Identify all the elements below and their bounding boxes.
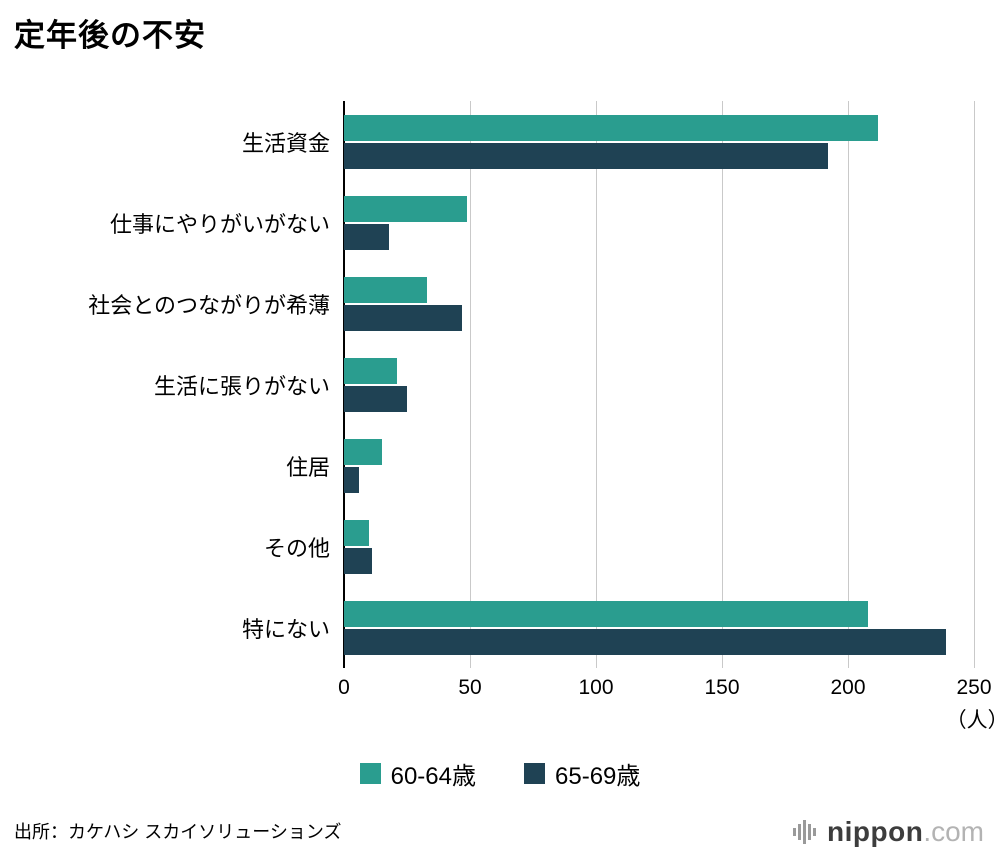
bar-chart: 生活資金仕事にやりがいがない社会とのつながりが希薄生活に張りがない住居その他特に… [14,101,975,668]
chart-row: 生活に張りがない [14,344,974,425]
legend-item: 65-69歳 [524,756,640,791]
bar-65-69歳 [344,223,390,250]
x-tick-label: 150 [704,676,740,699]
legend-swatch [359,763,381,784]
bar-60-64歳 [344,600,869,627]
bar-group [344,344,974,425]
bar-60-64歳 [344,438,382,465]
category-label: 特にない [241,616,330,642]
gridline [848,101,849,668]
logo-suffix: .com [923,816,984,847]
bar-65-69歳 [344,304,463,331]
bar-65-69歳 [344,385,407,412]
gridlines [343,101,975,668]
gridline [974,101,975,668]
category-label: 社会とのつながりが希薄 [88,292,330,318]
category-label: 仕事にやりがいがない [109,211,330,237]
soundwave-icon [793,817,819,847]
legend: 60-64歳 65-69歳 [14,756,986,791]
bar-60-64歳 [344,114,879,141]
bar-group [344,587,974,668]
chart-row: 住居 [14,425,974,506]
x-tick-label: 100 [578,676,614,699]
category-label: その他 [263,535,330,561]
bar-group [344,101,974,182]
category-label: 住居 [285,454,330,480]
category-label: 生活資金 [241,130,330,156]
chart-row: 社会とのつながりが希薄 [14,263,974,344]
legend-label: 60-64歳 [390,763,476,790]
bar-60-64歳 [344,357,397,384]
bar-group [344,182,974,263]
category-label: 生活に張りがない [153,373,330,399]
bar-group [344,263,974,344]
gridline [596,101,597,668]
x-tick-label: 250 [956,676,992,699]
bar-group [344,506,974,587]
footer: 出所：カケハシ スカイソリューションズ nippon.com [14,816,984,848]
bar-65-69歳 [344,142,828,169]
bar-65-69歳 [344,547,372,574]
chart-rows: 生活資金仕事にやりがいがない社会とのつながりが希薄生活に張りがない住居その他特に… [14,101,974,668]
bar-65-69歳 [344,466,360,493]
axis-line [343,101,345,668]
gridline [470,101,471,668]
x-axis-unit: （人） [945,709,1000,732]
bar-60-64歳 [344,195,468,222]
chart-row: 特にない [14,587,974,668]
chart-row: その他 [14,506,974,587]
x-axis: （人） 0 50 100 150 200 250 [338,668,1000,732]
bar-60-64歳 [344,519,370,546]
gridline [722,101,723,668]
legend-swatch [524,763,545,784]
chart-row: 仕事にやりがいがない [14,182,974,263]
bar-group [344,425,974,506]
nippon-com-logo: nippon.com [793,816,984,848]
bar-60-64歳 [344,276,428,303]
legend-label: 65-69歳 [555,763,641,790]
source-text: 出所：カケハシ スカイソリューションズ [14,822,342,842]
bar-65-69歳 [344,628,947,655]
x-tick-label: 200 [830,676,866,699]
legend-item: 60-64歳 [359,756,476,791]
logo-name: nippon [827,816,924,847]
x-tick-label: 50 [458,676,482,699]
x-tick-label: 0 [338,676,350,699]
chart-title: 定年後の不安 [14,18,206,53]
chart-row: 生活資金 [14,101,974,182]
